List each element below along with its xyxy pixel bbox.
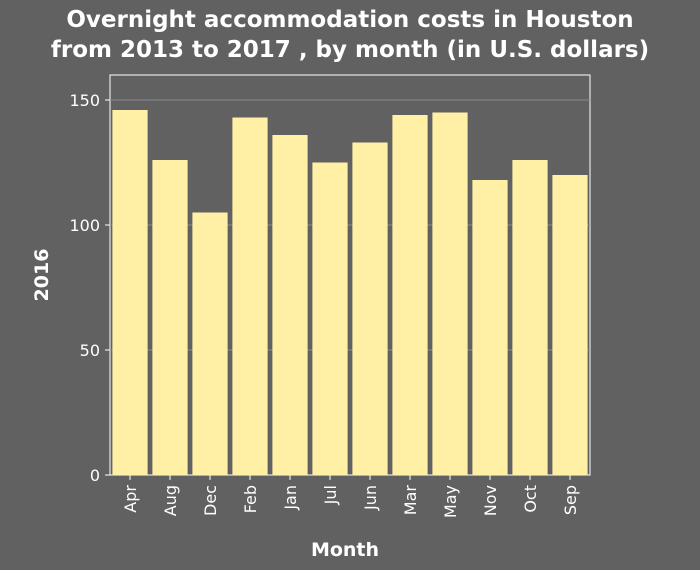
x-tick-label: Nov	[481, 485, 500, 516]
x-tick-label: Jul	[321, 485, 340, 505]
bar-jul	[312, 162, 348, 475]
bar-aug	[152, 160, 188, 475]
bar-feb	[232, 117, 268, 475]
x-tick-label: Apr	[121, 485, 140, 513]
x-tick-label: Jan	[281, 485, 300, 511]
bar-jan	[272, 135, 308, 475]
bar-sep	[552, 175, 588, 475]
y-axis-label: 2016	[31, 249, 53, 302]
bar-jun	[352, 142, 388, 475]
bar-mar	[392, 115, 428, 475]
y-tick-label: 100	[69, 216, 100, 235]
y-tick-label: 50	[80, 341, 100, 360]
plot-frame	[109, 74, 591, 476]
y-tick-label: 150	[69, 91, 100, 110]
x-tick-label: Oct	[521, 485, 540, 513]
x-tick-label: Dec	[201, 485, 220, 516]
x-tick-label: Jun	[361, 485, 380, 511]
x-axis-label: Month	[311, 539, 379, 561]
x-tick-label: Sep	[561, 485, 580, 515]
bar-oct	[512, 160, 548, 475]
bar-apr	[112, 110, 148, 475]
x-tick-label: Feb	[241, 485, 260, 513]
x-tick-label: May	[441, 485, 460, 518]
chart-title-line-1: Overnight accommodation costs in Houston	[66, 7, 634, 33]
y-tick-label: 0	[90, 466, 100, 485]
x-tick-label: Mar	[401, 485, 420, 516]
bar-dec	[192, 212, 228, 475]
chart-title-line-2: from 2013 to 2017 , by month (in U.S. do…	[50, 37, 650, 63]
bar-nov	[472, 180, 508, 475]
x-tick-label: Aug	[161, 485, 180, 516]
bar-may	[432, 112, 468, 475]
